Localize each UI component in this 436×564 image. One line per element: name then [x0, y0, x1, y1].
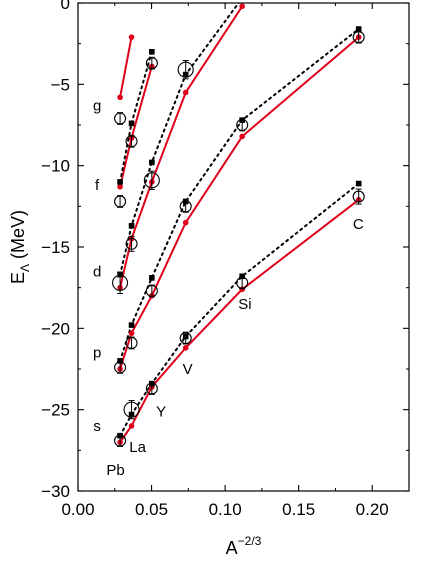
x-tick-label: 0.15 — [282, 500, 315, 519]
y-tick-label: −30 — [41, 482, 70, 501]
dotted-point-p — [128, 322, 135, 328]
nucleus-label-la: La — [129, 439, 146, 456]
x-tick-label: 0.05 — [135, 500, 168, 519]
dotted-point-s — [239, 273, 245, 280]
solid-line-s — [119, 199, 360, 443]
dotted-point-p — [355, 26, 362, 32]
x-tick-label: 0.20 — [356, 500, 389, 519]
nucleus-label-v: V — [183, 361, 193, 378]
x-axis-label: A−2/3 — [226, 534, 262, 558]
y-axis-label-base: E — [8, 272, 28, 284]
shell-label-p: p — [93, 345, 101, 362]
solid-point-d — [182, 89, 189, 96]
solid-line-p — [119, 36, 360, 370]
y-tick-label: −20 — [41, 319, 70, 338]
x-tick-label: 0.10 — [209, 500, 242, 519]
dotted-line-p — [119, 28, 360, 362]
y-tick-label: 0 — [61, 0, 70, 13]
dotted-point-d — [149, 159, 155, 166]
solid-point-p — [182, 219, 189, 226]
y-tick-label: −15 — [41, 238, 70, 257]
solid-point-g — [117, 94, 123, 101]
solid-point-p — [128, 330, 135, 337]
solid-point-s — [182, 345, 189, 351]
nucleus-label-si: Si — [238, 296, 251, 313]
dotted-point-p — [149, 275, 155, 281]
dotted-point-f — [149, 49, 155, 55]
y-tick-label: −5 — [51, 75, 70, 94]
nucleus-label-pb: Pb — [106, 462, 124, 479]
dotted-point-s — [355, 180, 362, 187]
nucleus-label-y: Y — [156, 403, 166, 420]
y-tick-label: −25 — [41, 401, 70, 420]
shell-label-s: s — [93, 418, 101, 435]
solid-point-g — [128, 34, 135, 40]
dotted-point-f — [128, 120, 135, 127]
nucleus-label-c: C — [353, 216, 364, 233]
dotted-point-d — [128, 223, 135, 229]
x-axis: 0.00 0.05 0.10 0.15 0.20 — [61, 3, 410, 519]
solid-point-s — [128, 423, 135, 429]
y-axis-label-subscript: Λ — [18, 264, 32, 272]
y-axis-label-unit: (MeV) — [8, 210, 28, 259]
y-axis: −30 −25 −20 −15 −10 −5 0 — [41, 0, 409, 501]
experimental-points — [112, 30, 365, 447]
shell-label-g: g — [93, 97, 101, 114]
annotations: s p d f g Pb La Y V Si C — [93, 97, 364, 478]
y-tick-label: −10 — [41, 157, 70, 176]
dotted-point-d — [239, 0, 245, 1]
solid-point-d — [239, 3, 245, 10]
solid-line-f — [119, 66, 153, 188]
shell-label-d: d — [93, 263, 101, 280]
solid-point-p — [239, 133, 245, 140]
y-axis-label: EΛ (MeV) — [8, 210, 32, 284]
dotted-point-p — [117, 358, 123, 364]
solid-point-f — [117, 184, 123, 190]
solid-line-g — [119, 37, 133, 98]
x-axis-label-exponent: −2/3 — [238, 534, 262, 548]
dotted-line-s — [119, 182, 360, 437]
shell-label-f: f — [95, 177, 100, 194]
x-axis-label-base: A — [226, 538, 238, 558]
x-tick-label: 0.00 — [61, 500, 94, 519]
dotted-point-f — [117, 179, 123, 185]
